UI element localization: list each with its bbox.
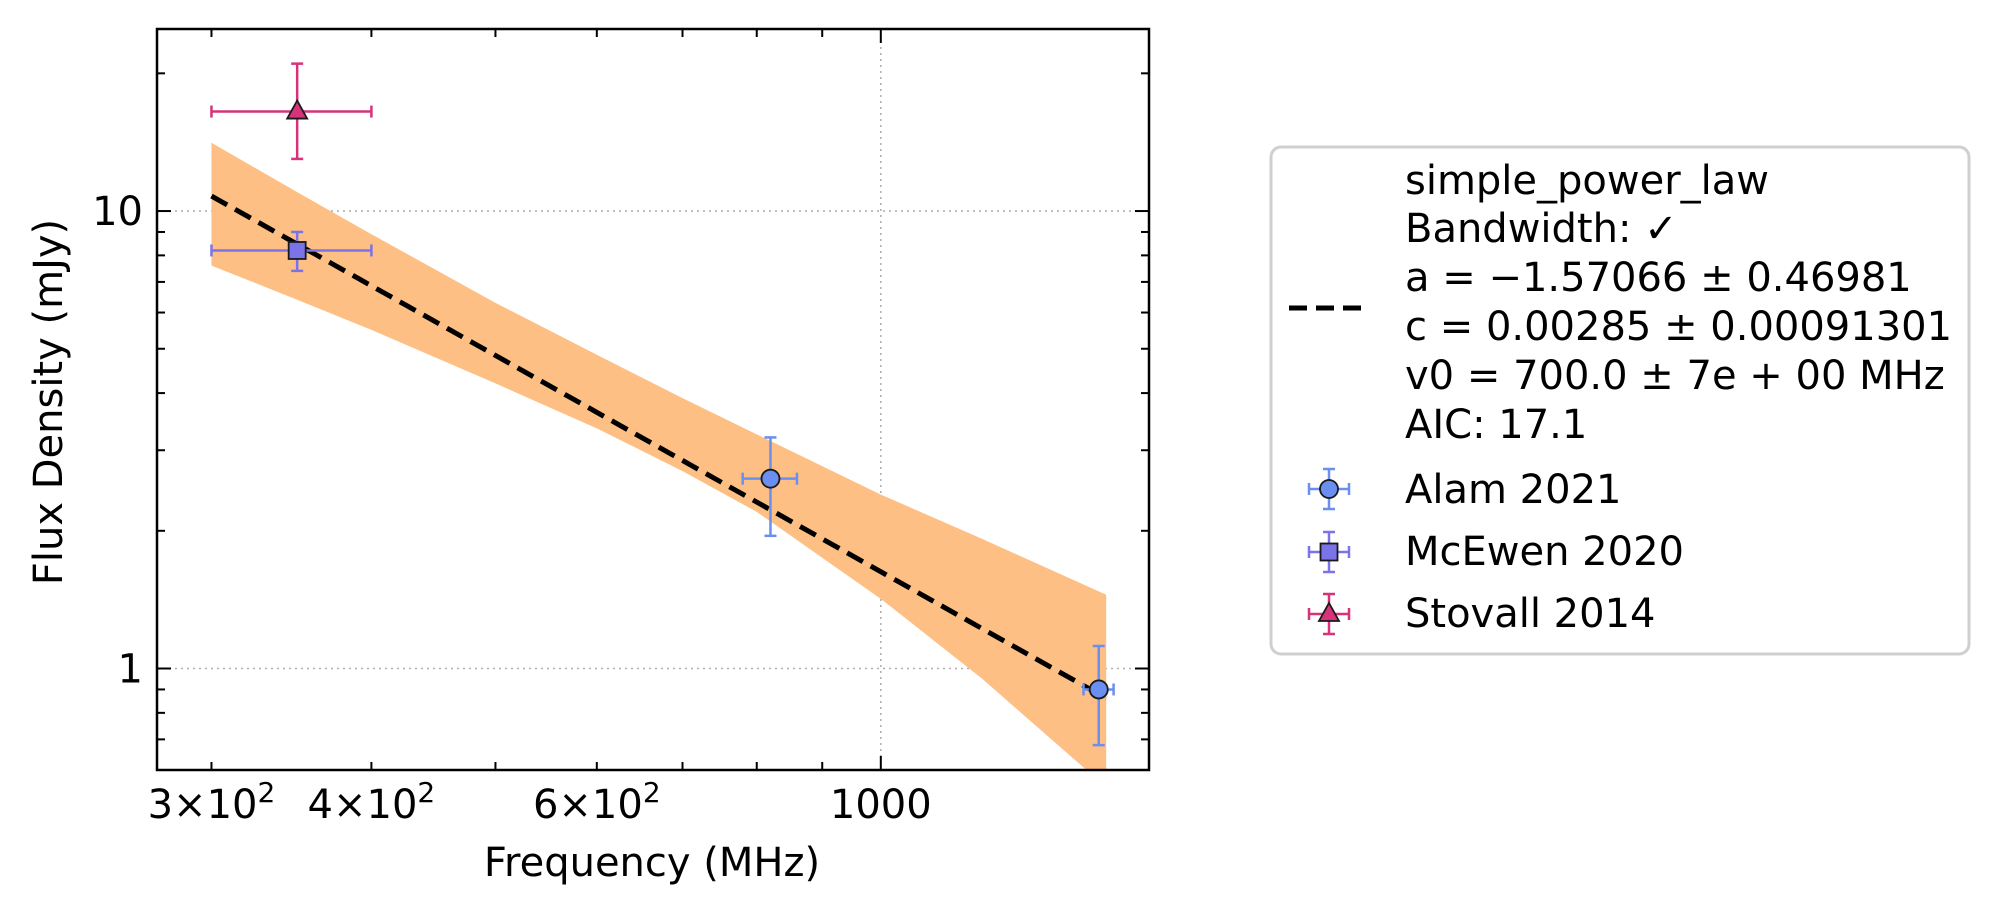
x-tick-label: 1000: [830, 782, 932, 828]
fit-line: [210, 193, 1108, 701]
data-point-stovall-2014-1: [210, 62, 373, 161]
plot-inner: [157, 29, 1149, 770]
legend-fit-line-2: Bandwidth: ✓: [1405, 206, 1678, 252]
legend-label-stovall-2014: Stovall 2014: [1405, 591, 1655, 637]
legend-fit-line-5: v0 = 700.0 ± 7e + 00 MHz: [1405, 353, 1945, 399]
legend-marker-alam-2021: [1307, 467, 1351, 511]
y-axis-label: Flux Density (mJy): [26, 219, 72, 585]
legend-label-alam-2021: Alam 2021: [1405, 467, 1621, 513]
data-marker: [287, 241, 307, 260]
data-point-alam-2021-2: [1082, 644, 1115, 747]
data-marker: [1088, 679, 1109, 700]
legend-fit-line-3: a = −1.57066 ± 0.46981: [1405, 255, 1912, 301]
x-axis-label: Frequency (MHz): [484, 840, 820, 886]
legend-marker-stovall-2014: [1307, 592, 1351, 636]
data-marker: [285, 98, 309, 120]
y-tick-label: 10: [92, 189, 143, 235]
data-marker: [760, 468, 781, 489]
legend-label-mcewen-2020: McEwen 2020: [1405, 529, 1684, 575]
legend-fit-line-1: simple_power_law: [1405, 158, 1769, 204]
data-point-mcewen-2020-1: [210, 230, 373, 273]
legend-marker-mcewen-2020: [1307, 530, 1351, 574]
x-tick-label: 6×102: [533, 776, 661, 828]
plot-frame: [155, 27, 1151, 772]
legend-fit-line-4: c = 0.00285 ± 0.00091301: [1405, 304, 1952, 350]
x-tick-label: 4×102: [308, 776, 436, 828]
x-tick-label: 3×102: [148, 776, 276, 828]
data-point-alam-2021-1: [741, 436, 799, 538]
legend-frame: [1269, 145, 1971, 656]
legend-fit-line-6: AIC: 17.1: [1405, 402, 1587, 448]
y-tick-label: 1: [118, 647, 143, 693]
axes: 3×102 4×102 6×102 1000 1 10: [92, 27, 1151, 828]
fit-uncertainty-band: [211, 142, 1107, 770]
plot-area: [157, 29, 1149, 770]
legend: simple_power_law Bandwidth: ✓ a = −1.570…: [1269, 145, 1971, 656]
